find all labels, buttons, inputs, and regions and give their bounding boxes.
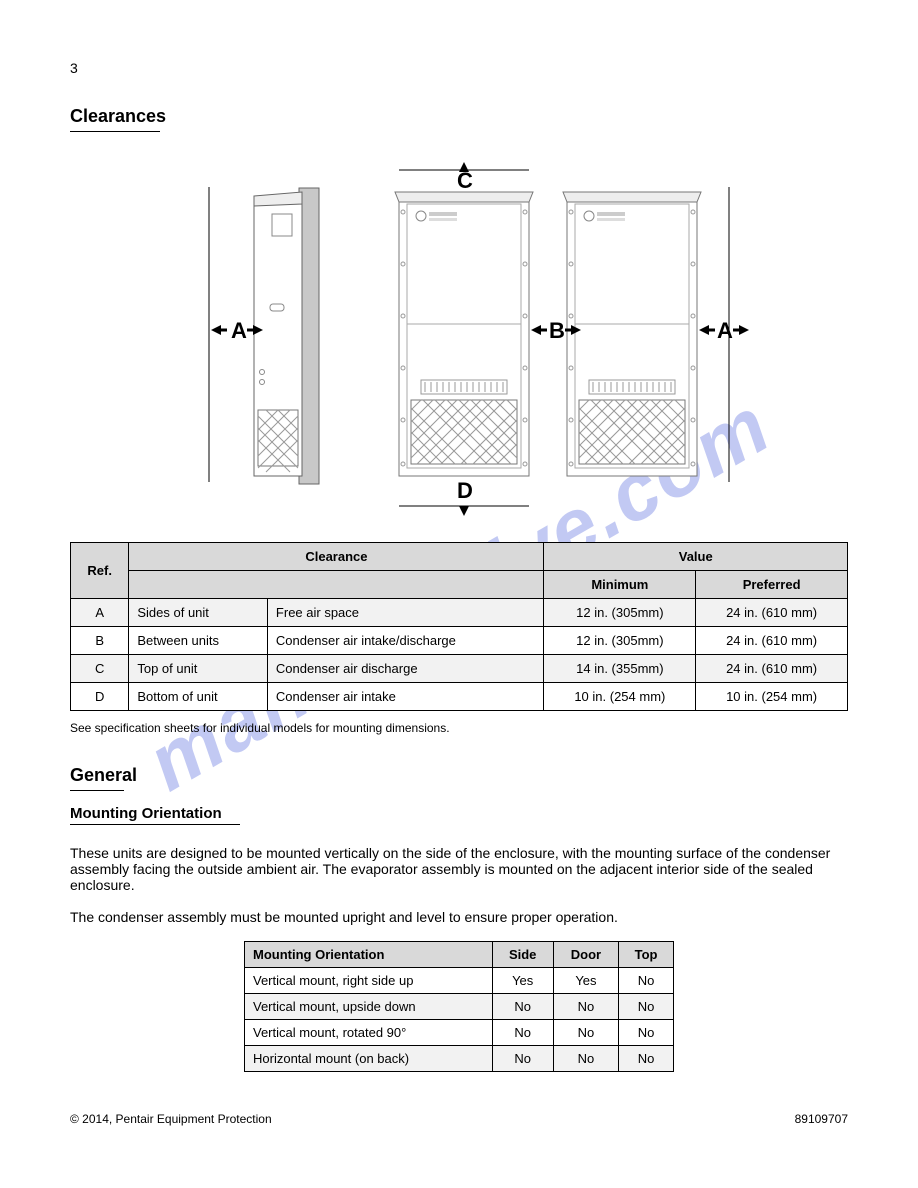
table-row: Vertical mount, upside down No No No: [245, 994, 674, 1020]
page: 3 Clearances: [0, 0, 918, 1166]
svg-text:A: A: [717, 318, 733, 343]
table-row: D Bottom of unit Condenser air intake 10…: [71, 683, 848, 711]
th-clearance: Clearance: [129, 543, 544, 571]
section-title-clearances: Clearances: [70, 106, 848, 127]
svg-text:D: D: [457, 478, 473, 503]
footer-right: 89109707: [795, 1112, 848, 1126]
th-ref: Ref.: [71, 543, 129, 599]
general-p2: The condenser assembly must be mounted u…: [70, 909, 848, 925]
th-orientation: Mounting Orientation: [245, 942, 493, 968]
table-row: C Top of unit Condenser air discharge 14…: [71, 655, 848, 683]
svg-text:C: C: [457, 168, 473, 193]
clearance-diagram: A B A: [169, 162, 749, 532]
table-row: B Between units Condenser air intake/dis…: [71, 627, 848, 655]
th-min: Minimum: [544, 571, 696, 599]
table-row: A Sides of unit Free air space 12 in. (3…: [71, 599, 848, 627]
underline: [70, 790, 124, 791]
th-pref: Preferred: [696, 571, 848, 599]
clearance-note: See specification sheets for individual …: [70, 721, 848, 735]
dim-c: C: [399, 162, 529, 193]
th-door: Door: [553, 942, 618, 968]
svg-text:B: B: [549, 318, 565, 343]
th-value: Value: [544, 543, 848, 571]
underline: [70, 824, 240, 825]
footer: © 2014, Pentair Equipment Protection 891…: [70, 1112, 848, 1126]
page-number-top: 3: [70, 60, 848, 76]
footer-left: © 2014, Pentair Equipment Protection: [70, 1112, 272, 1126]
mounting-table: Mounting Orientation Side Door Top Verti…: [244, 941, 674, 1072]
table-row: Vertical mount, rotated 90° No No No: [245, 1020, 674, 1046]
diagram-svg: A B A: [169, 162, 749, 532]
dim-a-right: A: [699, 318, 749, 343]
general-p1: These units are designed to be mounted v…: [70, 845, 848, 893]
subsection-title-mounting: Mounting Orientation: [70, 805, 848, 822]
dim-d: D: [399, 478, 529, 516]
svg-text:A: A: [231, 318, 247, 343]
th-blank: [129, 571, 544, 599]
th-top: Top: [619, 942, 674, 968]
clearance-table: Ref. Clearance Value Minimum Preferred A…: [70, 542, 848, 711]
table-row: Horizontal mount (on back) No No No: [245, 1046, 674, 1072]
section-title-general: General: [70, 765, 848, 786]
underline: [70, 131, 160, 132]
table-row: Vertical mount, right side up Yes Yes No: [245, 968, 674, 994]
th-side: Side: [492, 942, 553, 968]
